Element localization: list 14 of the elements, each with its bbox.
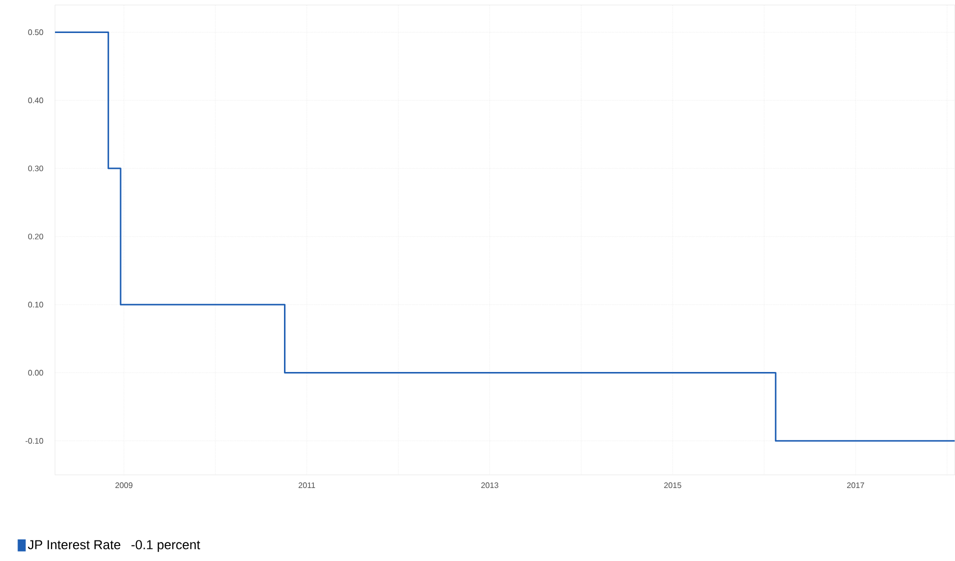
y-tick-label: 0.10 bbox=[28, 302, 44, 308]
y-tick-label: 0.50 bbox=[28, 29, 44, 36]
legend-label: JP Interest Rate bbox=[28, 540, 120, 550]
y-tick-label: 0.40 bbox=[28, 98, 44, 104]
text: -0.1 percent bbox=[131, 540, 200, 552]
y-tick-label: 0.00 bbox=[28, 370, 44, 376]
x-tick-label: 2009 bbox=[115, 482, 132, 488]
y-tick-label: 0.30 bbox=[28, 166, 44, 172]
y-tick-label: -0.10 bbox=[26, 438, 44, 444]
x-tick-label: 2011 bbox=[298, 482, 316, 488]
x-tick-label: 2013 bbox=[481, 482, 498, 488]
x-tick-label: 2017 bbox=[847, 482, 864, 488]
y-tick-label: 0.20 bbox=[28, 234, 44, 240]
x-tick-label: 2015 bbox=[664, 482, 682, 488]
